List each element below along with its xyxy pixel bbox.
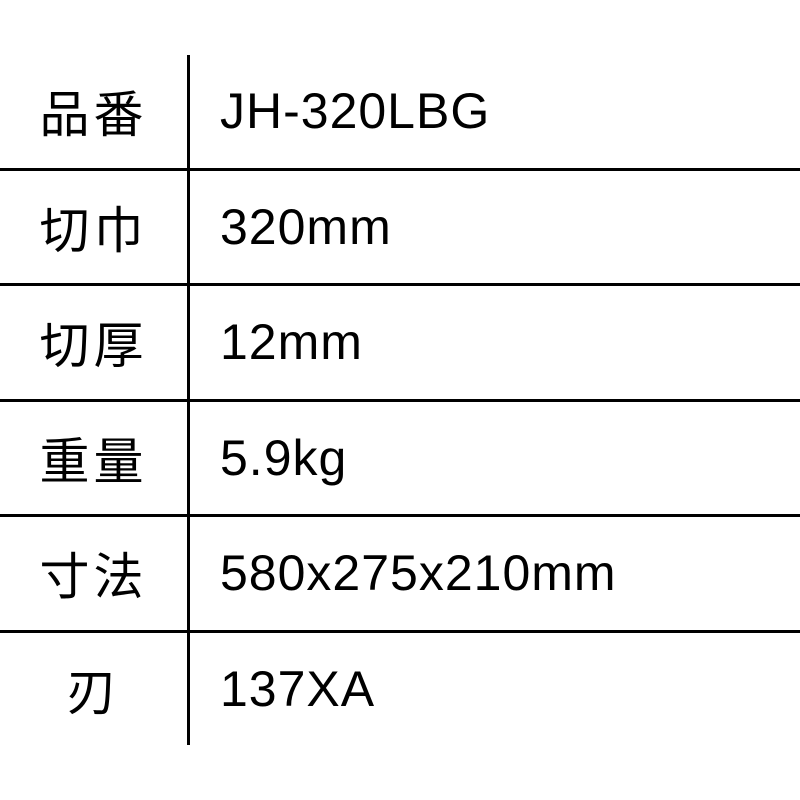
spec-label: 重量 [0, 402, 190, 515]
spec-label: 切巾 [0, 171, 190, 284]
spec-table: 品番 JH-320LBG 切巾 320mm 切厚 12mm 重量 5.9kg 寸… [0, 55, 800, 745]
table-row: 品番 JH-320LBG [0, 55, 800, 171]
spec-value: 137XA [190, 660, 800, 718]
table-row: 重量 5.9kg [0, 402, 800, 518]
table-row: 切厚 12mm [0, 286, 800, 402]
spec-value: 580x275x210mm [190, 544, 800, 602]
table-row: 刃 137XA [0, 633, 800, 746]
table-row: 寸法 580x275x210mm [0, 517, 800, 633]
table-row: 切巾 320mm [0, 171, 800, 287]
spec-value: 5.9kg [190, 429, 800, 487]
spec-label: 品番 [0, 55, 190, 168]
spec-value: JH-320LBG [190, 82, 800, 140]
spec-value: 12mm [190, 313, 800, 371]
spec-label: 寸法 [0, 517, 190, 630]
spec-label: 切厚 [0, 286, 190, 399]
spec-label: 刃 [0, 633, 190, 746]
spec-value: 320mm [190, 198, 800, 256]
